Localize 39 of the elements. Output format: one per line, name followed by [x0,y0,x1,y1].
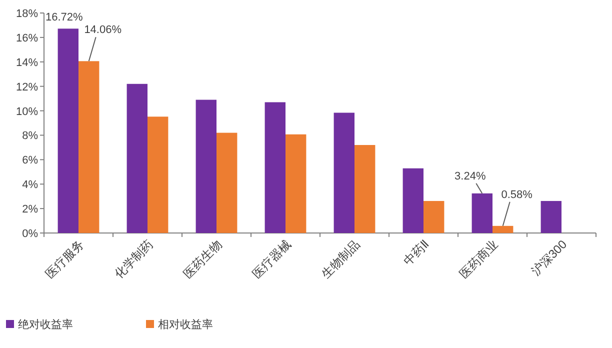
bar [196,100,216,233]
bar [334,112,354,233]
bar [402,168,424,233]
x-tick-label: 医疗器械 [250,237,294,282]
legend-label: 绝对收益率 [18,318,73,331]
y-tick-label: 2% [22,204,38,216]
data-label: 14.06% [84,24,122,36]
y-tick-label: 4% [22,179,38,192]
bar [264,102,286,233]
data-label: 16.72% [45,12,84,24]
bar [540,200,562,233]
y-tick-label: 16% [16,32,38,44]
bar [286,134,306,233]
y-tick-label: 18% [16,8,38,20]
bar [148,116,168,233]
bar [424,200,444,233]
data-label: 3.24% [454,170,486,182]
x-tick-label: 沪深300 [528,237,570,278]
x-tick-label: 医疗服务 [42,237,87,282]
bar [472,193,492,233]
x-tick-label: 生物制品 [318,237,363,282]
bar [126,84,148,233]
x-tick-label: 医药商业 [456,237,501,282]
bar [78,61,100,233]
bar [216,132,238,233]
y-tick-label: 8% [22,130,38,142]
y-tick-label: 6% [22,154,38,167]
y-tick-label: 10% [16,106,38,118]
bar [354,145,376,233]
y-tick-label: 0% [22,228,38,240]
x-tick-label: 中药Ⅱ [400,237,432,268]
x-tick-label: 医药生物 [180,237,225,282]
x-tick-label: 化学制药 [112,237,156,282]
bar [58,28,78,233]
y-tick-label: 14% [16,56,38,69]
legend-label: 相对收益率 [158,318,213,331]
bar [492,226,514,233]
y-tick-label: 12% [16,81,38,94]
data-label: 0.58% [501,188,533,201]
